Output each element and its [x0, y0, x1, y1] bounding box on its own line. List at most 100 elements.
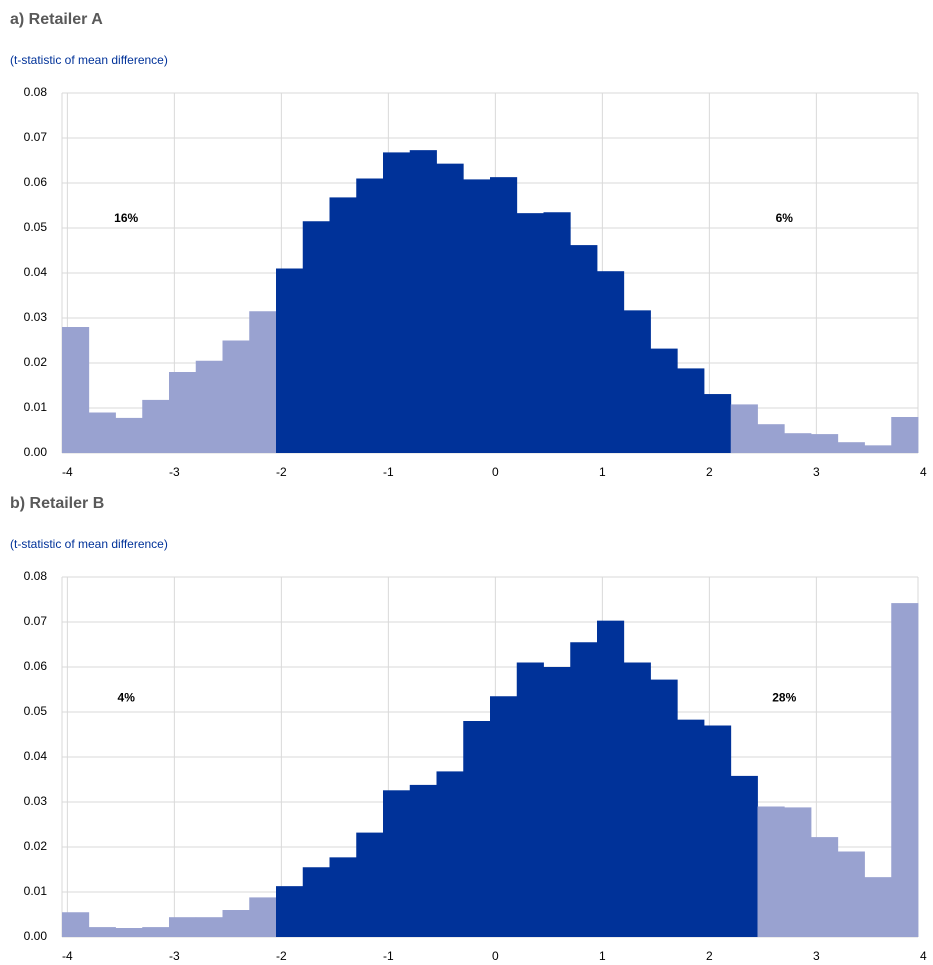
bar [115, 928, 143, 937]
bar [88, 927, 116, 937]
bar [650, 679, 678, 937]
bar [356, 832, 384, 937]
bar [730, 775, 758, 937]
y-tick-label: 0.02 [24, 839, 48, 853]
annotation: 16% [114, 211, 138, 225]
bar [623, 310, 651, 453]
y-tick-label: 0.03 [24, 310, 48, 324]
chart-title: b) Retailer B [10, 495, 104, 512]
x-tick-label: 3 [813, 949, 820, 960]
bar [195, 917, 223, 937]
chart-title: a) Retailer A [10, 11, 103, 28]
bar [677, 719, 705, 937]
x-tick-label: -4 [62, 949, 73, 960]
bar [891, 417, 919, 453]
bar [249, 311, 277, 453]
x-tick-label: -3 [169, 949, 180, 960]
y-tick-label: 0.05 [24, 704, 48, 718]
bar [677, 368, 705, 453]
bar [169, 372, 197, 453]
bar [811, 837, 839, 937]
y-tick-label: 0.06 [24, 175, 48, 189]
bar [650, 348, 678, 453]
y-tick-label: 0.00 [24, 445, 48, 459]
bar [490, 696, 518, 937]
bar [409, 784, 437, 937]
bar [383, 152, 411, 453]
bar [383, 790, 411, 937]
bar [436, 163, 464, 453]
bar [757, 806, 785, 937]
x-tick-label: 2 [706, 465, 713, 479]
bar [784, 433, 812, 453]
y-tick-label: 0.08 [24, 85, 48, 99]
y-tick-label: 0.07 [24, 614, 48, 628]
x-tick-label: 1 [599, 949, 606, 960]
chart-subtitle: (t-statistic of mean difference) [10, 537, 168, 551]
bar [516, 213, 544, 453]
y-tick-label: 0.07 [24, 130, 48, 144]
x-tick-label: 3 [813, 465, 820, 479]
x-tick-label: 1 [599, 465, 606, 479]
bar [837, 442, 865, 453]
bar [704, 725, 732, 937]
bar [864, 877, 892, 937]
bar [516, 662, 544, 937]
bar [329, 197, 357, 453]
y-tick-label: 0.04 [24, 265, 48, 279]
bar [222, 910, 250, 937]
bar [276, 268, 304, 453]
x-tick-label: 0 [492, 465, 499, 479]
bar [249, 897, 277, 937]
y-tick-label: 0.01 [24, 884, 48, 898]
bar [570, 642, 598, 937]
bar [356, 178, 384, 453]
y-tick-label: 0.00 [24, 929, 48, 943]
bar [704, 394, 732, 453]
x-tick-label: 4 [920, 949, 927, 960]
bar [463, 179, 491, 453]
x-tick-label: -3 [169, 465, 180, 479]
y-tick-label: 0.02 [24, 355, 48, 369]
y-tick-label: 0.08 [24, 569, 48, 583]
chart-subtitle: (t-statistic of mean difference) [10, 53, 168, 67]
y-tick-label: 0.03 [24, 794, 48, 808]
bar [409, 150, 437, 453]
bar [891, 603, 919, 937]
bar [543, 667, 571, 937]
bar [276, 886, 304, 937]
bar [142, 399, 170, 453]
bar [757, 424, 785, 453]
annotation: 4% [118, 691, 136, 705]
bar [62, 327, 90, 453]
bar [169, 917, 197, 937]
x-tick-label: -2 [276, 465, 287, 479]
y-tick-label: 0.05 [24, 220, 48, 234]
bar [597, 271, 625, 453]
x-tick-label: -4 [62, 465, 73, 479]
bar [222, 340, 250, 453]
bar [88, 412, 116, 453]
bar [570, 245, 598, 453]
bar [115, 417, 143, 453]
y-tick-label: 0.01 [24, 400, 48, 414]
bar [302, 867, 330, 937]
x-tick-label: -1 [383, 465, 394, 479]
y-tick-label: 0.06 [24, 659, 48, 673]
bar [864, 445, 892, 453]
bar [543, 212, 571, 453]
bar [811, 434, 839, 453]
bar [329, 857, 357, 937]
bar [784, 807, 812, 937]
x-tick-label: 4 [920, 465, 927, 479]
bar [597, 620, 625, 937]
x-tick-label: -1 [383, 949, 394, 960]
bar [195, 360, 223, 453]
bar [463, 721, 491, 937]
bar [62, 912, 90, 937]
y-tick-label: 0.04 [24, 749, 48, 763]
annotation: 6% [776, 211, 794, 225]
x-tick-label: -2 [276, 949, 287, 960]
